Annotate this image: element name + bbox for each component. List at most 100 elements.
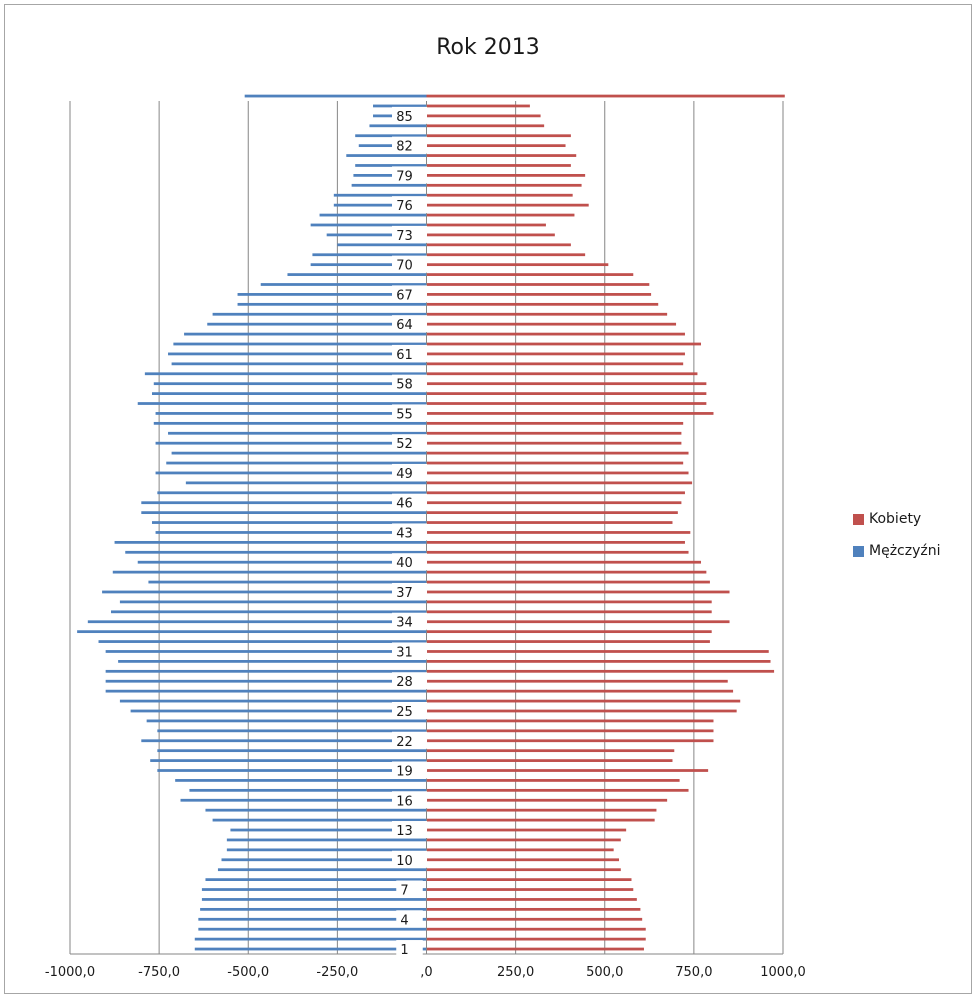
bar-mezczyzni-57 [151, 392, 427, 395]
bar-mezczyzni-74 [310, 223, 427, 227]
y-tick-label-31: 31 [396, 645, 413, 660]
bar-mezczyzni-37 [102, 590, 427, 594]
y-tick-bg-55 [392, 404, 427, 422]
legend-label-kobiety: Kobiety [869, 511, 922, 527]
bar-mezczyzni-70 [310, 263, 427, 267]
bar-mezczyzni-72 [337, 243, 427, 247]
bar-mezczyzni-24 [146, 719, 427, 723]
y-tick-bg-79 [392, 166, 427, 184]
bar-mezczyzni-51 [171, 451, 427, 455]
bar-kobiety-82 [426, 144, 566, 148]
bar-kobiety-78 [426, 183, 582, 187]
bar-mezczyzni-5 [200, 907, 427, 911]
bar-kobiety-44 [426, 521, 673, 524]
bar-mezczyzni-79 [353, 174, 427, 177]
bar-kobiety-24 [426, 719, 714, 723]
y-tick-bg-49 [392, 463, 427, 481]
x-tick-label-4: ,0 [420, 965, 432, 980]
y-tick-label-13: 13 [396, 824, 413, 839]
y-tick-label-82: 82 [396, 140, 413, 155]
bar-mezczyzni-15 [205, 808, 427, 812]
y-tick-bg-19 [392, 761, 427, 779]
bar-mezczyzni-71 [312, 253, 427, 257]
bar-kobiety-39 [426, 570, 707, 574]
y-tick-label-25: 25 [396, 705, 413, 720]
bar-mezczyzni-27 [105, 689, 427, 693]
y-tick-bg-52 [392, 434, 427, 452]
bar-mezczyzni-20 [150, 759, 427, 762]
bar-kobiety-29 [426, 669, 775, 673]
bar-mezczyzni-4 [198, 917, 427, 921]
bar-kobiety-21 [426, 749, 675, 753]
y-tick-label-49: 49 [396, 467, 413, 482]
chart-frame: Rok 2013 -1000,0 -750,0 -500,0 -250,0 ,0 250,… [4, 4, 972, 994]
bar-kobiety-26 [426, 699, 741, 703]
bar-kobiety-56 [426, 402, 707, 405]
y-tick-label-34: 34 [396, 616, 413, 631]
bar-mezczyzni-67 [237, 293, 427, 296]
plot-area: -1000,0 -750,0 -500,0 -250,0 ,0 250,0 500,0 750… [45, 94, 806, 980]
bar-kobiety-3 [426, 927, 646, 931]
bar-kobiety-74 [426, 223, 546, 227]
legend-swatch-mezczyzni [853, 545, 864, 557]
y-tick-bg-85 [392, 106, 427, 124]
y-tick-bg-22 [392, 731, 427, 749]
bar-kobiety-36 [426, 600, 712, 604]
y-tick-bg-28 [392, 672, 427, 690]
y-tick-label-85: 85 [396, 110, 413, 125]
bar-mezczyzni-undefined [244, 94, 427, 98]
bar-mezczyzni-17 [189, 788, 427, 792]
y-tick-bg-43 [392, 523, 427, 541]
y-tick-bg-46 [392, 493, 427, 511]
bar-mezczyzni-58 [153, 382, 427, 386]
bar-kobiety-13 [426, 828, 627, 832]
y-tick-label-52: 52 [396, 437, 413, 452]
bar-mezczyzni-32 [98, 640, 427, 643]
y-tick-label-70: 70 [396, 259, 413, 274]
y-tick-label-1: 1 [400, 943, 408, 958]
x-tick-label-0: -1000,0 [45, 965, 95, 980]
bar-kobiety-35 [426, 610, 712, 614]
bar-kobiety-62 [426, 342, 702, 346]
bar-kobiety-86 [426, 104, 530, 108]
bar-mezczyzni-13 [230, 828, 427, 832]
bar-mezczyzni-19 [157, 769, 427, 772]
bar-mezczyzni-63 [184, 332, 427, 336]
y-tick-bg-1 [396, 940, 423, 958]
bar-mezczyzni-23 [157, 729, 427, 733]
x-tick-label-5: 250,0 [497, 965, 534, 980]
bar-kobiety-17 [426, 788, 689, 792]
legend-label-mezczyzni: Mężczyźni [869, 543, 941, 559]
bar-kobiety-38 [426, 580, 710, 584]
bar-kobiety-11 [426, 848, 614, 852]
bar-kobiety-9 [426, 868, 621, 872]
bar-mezczyzni-26 [119, 699, 427, 703]
bar-kobiety-77 [426, 193, 573, 197]
bar-kobiety-8 [426, 878, 632, 881]
bar-mezczyzni-34 [87, 620, 427, 624]
bar-mezczyzni-53 [168, 431, 427, 435]
bar-mezczyzni-40 [137, 560, 427, 564]
bar-mezczyzni-48 [185, 481, 427, 485]
bar-mezczyzni-36 [119, 600, 427, 604]
x-tick-label-8: 1000,0 [760, 965, 806, 980]
bar-kobiety-6 [426, 898, 637, 901]
bar-kobiety-32 [426, 640, 710, 643]
bar-kobiety-46 [426, 501, 682, 505]
bar-kobiety-25 [426, 709, 737, 713]
y-tick-bg-37 [392, 582, 427, 600]
x-tick-label-1: -750,0 [138, 965, 180, 980]
bar-mezczyzni-47 [157, 491, 427, 495]
bar-mezczyzni-21 [157, 749, 427, 753]
bar-kobiety-65 [426, 312, 668, 316]
bar-mezczyzni-81 [346, 154, 427, 157]
bar-mezczyzni-52 [155, 441, 427, 445]
bar-mezczyzni-54 [153, 421, 427, 425]
bar-mezczyzni-60 [171, 362, 427, 366]
bar-mezczyzni-78 [351, 183, 427, 187]
y-tick-bg-4 [396, 910, 423, 928]
bar-kobiety-7 [426, 888, 634, 891]
y-tick-label-19: 19 [396, 765, 413, 780]
bar-mezczyzni-76 [333, 203, 427, 207]
bar-mezczyzni-45 [141, 511, 427, 515]
